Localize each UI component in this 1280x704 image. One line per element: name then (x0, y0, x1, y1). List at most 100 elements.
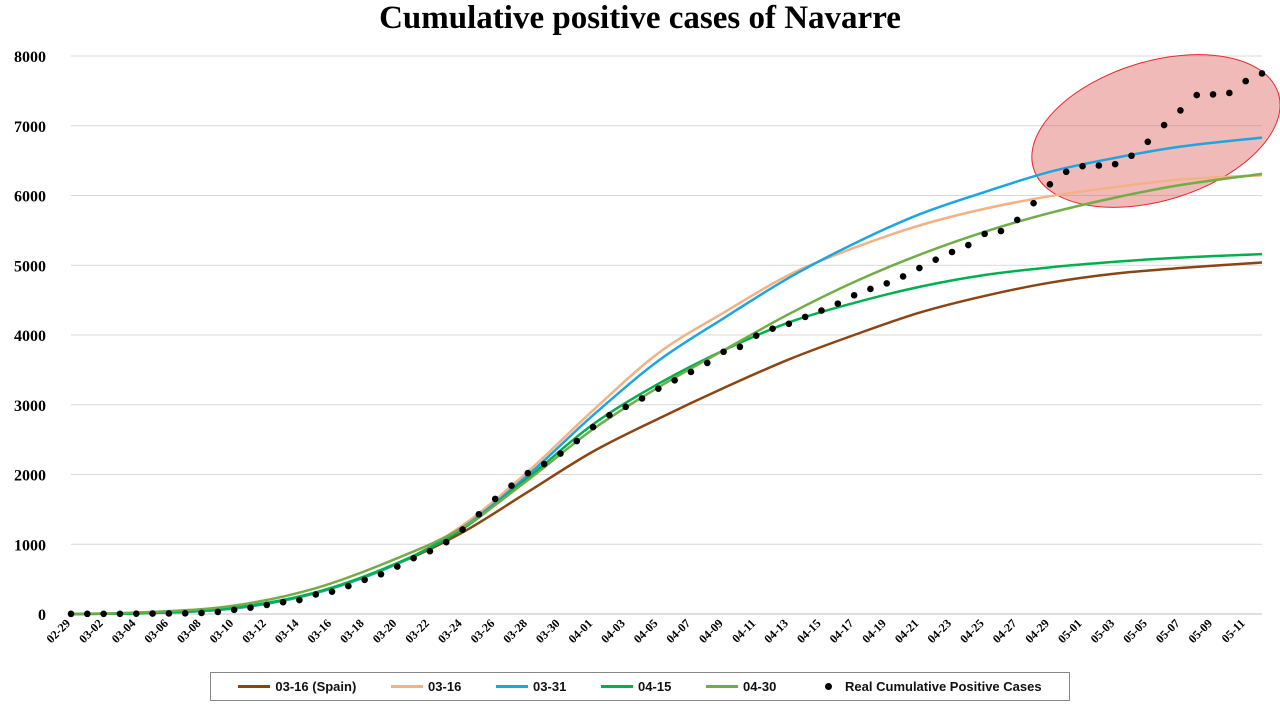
legend: 03-16 (Spain) 03-16 03-31 04-15 04-30 Real Cu… (210, 672, 1070, 701)
data-point (818, 307, 825, 314)
x-tick-label: 03-20 (370, 616, 400, 646)
x-tick-label: 05-11 (1219, 616, 1248, 645)
data-point (1111, 160, 1119, 168)
data-point (1079, 162, 1086, 170)
data-point (345, 582, 352, 590)
data-point (1177, 107, 1184, 114)
x-tick-label: 03-18 (337, 616, 367, 646)
series-lines (70, 136, 1263, 616)
data-point (1242, 77, 1249, 85)
data-point (1258, 70, 1266, 77)
legend-label: Real Cumulative Positive Cases (845, 679, 1042, 694)
legend-swatch-line (706, 685, 739, 688)
data-point (524, 469, 532, 477)
data-point (442, 538, 450, 546)
data-point (1226, 89, 1233, 97)
series-line-04-30 (70, 172, 1263, 616)
data-point (116, 610, 124, 618)
data-point (638, 395, 646, 402)
legend-item-real-cumulative-positive-cases: Real Cumulative Positive Cases (811, 679, 1042, 694)
legend-item-04-30: 04-30 (706, 679, 776, 694)
x-tick-label: 03-06 (141, 616, 171, 646)
x-tick-label: 03-10 (207, 616, 237, 646)
data-point (867, 285, 874, 293)
real-cases-points (67, 70, 1266, 618)
data-point (394, 563, 401, 570)
x-tick-label: 04-05 (631, 616, 661, 646)
y-tick-label: 3000 (14, 398, 46, 415)
data-point (997, 227, 1005, 235)
data-point (263, 601, 271, 609)
x-tick-label: 02-29 (43, 616, 73, 646)
x-tick-label: 03-26 (468, 616, 498, 646)
x-tick-label: 03-16 (304, 616, 334, 646)
x-tick-label: 05-01 (1055, 616, 1085, 646)
y-tick-label: 0 (38, 607, 46, 624)
legend-label: 04-15 (638, 679, 672, 694)
data-point (850, 291, 858, 299)
legend-item-03-31: 03-31 (496, 679, 566, 694)
x-tick-label: 03-02 (76, 616, 106, 646)
data-point (899, 273, 907, 280)
x-tick-label: 04-07 (663, 616, 693, 646)
data-point (540, 460, 548, 468)
legend-swatch-line (496, 685, 529, 688)
series-line-03-16 (70, 174, 1263, 616)
data-point (1128, 152, 1135, 160)
data-point (622, 403, 630, 411)
highlight-ellipse (1031, 54, 1280, 208)
x-tick-label: 04-03 (598, 616, 628, 646)
x-tick-label: 04-17 (827, 616, 857, 646)
data-point (84, 610, 91, 618)
y-tick-label: 6000 (14, 189, 46, 206)
data-point (165, 610, 173, 617)
data-point (687, 368, 695, 376)
data-point (834, 300, 842, 307)
x-tick-labels: 02-29 03-02 03-04 03-06 03-08 03-10 03-12 03-14… (43, 616, 1247, 646)
data-point (181, 610, 189, 617)
data-point (769, 325, 776, 333)
x-tick-label: 03-04 (109, 616, 139, 646)
data-point (1062, 168, 1070, 176)
data-point (965, 241, 972, 249)
x-tick-label: 04-29 (1022, 616, 1052, 646)
legend-item-04-15: 04-15 (601, 679, 671, 694)
data-point (377, 570, 385, 578)
data-point (932, 256, 939, 263)
data-point (655, 385, 662, 393)
highlight-region (1031, 54, 1280, 208)
data-point (247, 604, 254, 612)
x-tick-label: 04-13 (761, 616, 791, 646)
data-point (785, 320, 793, 328)
x-tick-label: 04-19 (859, 616, 889, 646)
data-point (589, 423, 597, 431)
x-tick-label: 03-28 (500, 616, 530, 646)
data-point (312, 591, 320, 598)
x-tick-label: 04-21 (892, 616, 922, 646)
data-point (1209, 91, 1217, 98)
data-point (328, 588, 336, 595)
x-tick-label: 05-09 (1185, 616, 1215, 646)
data-point (1160, 121, 1168, 129)
data-point (100, 610, 107, 618)
data-point (1144, 138, 1152, 146)
data-point (475, 510, 483, 518)
gridlines (71, 55, 1262, 545)
data-point (736, 343, 744, 351)
x-tick-label: 03-08 (174, 616, 204, 646)
data-point (198, 609, 205, 617)
data-point (1030, 199, 1037, 207)
x-tick-label: 05-03 (1088, 616, 1118, 646)
legend-swatch-line (391, 685, 424, 688)
legend-label: 04-30 (743, 679, 777, 694)
data-point (1013, 216, 1021, 224)
y-tick-label: 2000 (14, 468, 46, 485)
data-point (230, 606, 238, 614)
legend-item-03-16-spain: 03-16 (Spain) (238, 679, 356, 694)
y-tick-label: 7000 (14, 119, 46, 136)
y-tick-label: 8000 (14, 49, 46, 66)
y-tick-label: 1000 (14, 537, 46, 554)
data-point (916, 264, 923, 272)
x-tick-label: 04-15 (794, 616, 824, 646)
x-tick-label: 05-05 (1120, 616, 1150, 646)
